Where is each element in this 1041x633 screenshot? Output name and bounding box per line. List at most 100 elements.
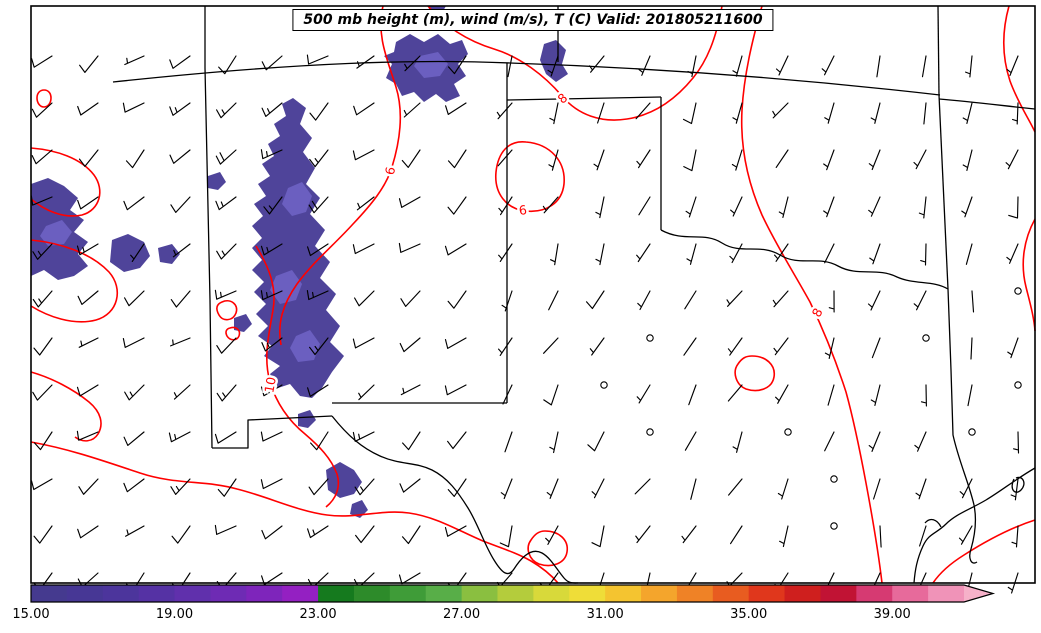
wind-barb: [823, 196, 835, 218]
calm-wind-icon: [1014, 287, 1022, 295]
colorbar-tick-label: 31.00: [587, 607, 624, 622]
colorbar-segment: [389, 585, 427, 602]
wind-barb: [352, 243, 375, 255]
wind-barb: [871, 337, 881, 359]
wind-barb: [309, 337, 329, 356]
wind-barb: [1005, 149, 1019, 170]
wind-barb: [959, 478, 973, 499]
wind-barb: [548, 149, 559, 171]
wind-barb: [913, 290, 927, 311]
wind-barb: [260, 149, 283, 160]
state-border-tx-ar-la-east: [947, 288, 977, 550]
wind-barb: [76, 243, 99, 256]
temperature-contours: [30, 5, 1036, 584]
wind-barb: [970, 337, 973, 360]
map-title-box: 500 mb height (m), wind (m/s), T (C) Val…: [292, 9, 774, 31]
wind-barb: [309, 102, 329, 121]
wind-barb: [261, 525, 283, 540]
wind-barb: [496, 102, 513, 120]
calm-wind-icon: [830, 522, 838, 530]
wind-barb: [216, 243, 237, 260]
wind-barb: [1012, 102, 1019, 125]
wind-barb: [447, 196, 467, 215]
wind-barb: [549, 102, 559, 125]
contour-line: [30, 239, 118, 323]
state-borders: [112, 5, 1036, 584]
wind-barb: [775, 55, 789, 76]
wind-barb: [548, 290, 559, 311]
contour-line: [255, 245, 340, 508]
wind-barb: [824, 102, 835, 124]
wind-barb: [730, 196, 743, 217]
wind-barb: [1010, 478, 1019, 501]
wind-barb: [444, 384, 467, 396]
wind-barb: [690, 478, 697, 500]
wind-barb: [876, 55, 881, 78]
wind-barb: [1014, 381, 1022, 389]
wind-speed-fill-region: [540, 40, 568, 82]
wind-barb: [732, 55, 743, 77]
wind-barb: [730, 525, 743, 545]
wind-barb: [32, 243, 53, 260]
wind-barb: [308, 196, 329, 214]
wind-barb: [216, 102, 237, 119]
wind-barb: [915, 478, 927, 500]
calm-wind-icon: [830, 475, 838, 483]
wind-barb: [215, 149, 237, 165]
wind-barb: [214, 289, 237, 300]
wind-speed-fill-region: [252, 98, 344, 398]
wind-barb: [123, 196, 145, 211]
wind-barb: [502, 384, 513, 405]
wind-barb: [638, 196, 651, 216]
wind-barb: [444, 525, 467, 537]
wind-barb: [727, 384, 743, 402]
wind-barb: [33, 431, 53, 451]
wind-barb: [732, 431, 743, 453]
wind-barb: [261, 102, 283, 117]
wind-barb: [401, 525, 421, 545]
wind-barb: [30, 478, 53, 491]
wind-barb: [1013, 431, 1020, 454]
wind-barb: [172, 243, 191, 258]
colorbar-segment: [174, 585, 212, 602]
wind-barb: [401, 149, 421, 168]
wind-barb: [169, 55, 191, 69]
wind-barb: [447, 431, 467, 450]
colorbar-segment: [641, 585, 678, 602]
wind-barb: [687, 55, 697, 78]
wind-barb: [173, 384, 191, 400]
wind-barb: [168, 431, 191, 443]
wind-barb: [821, 55, 835, 76]
wind-barb: [78, 478, 99, 495]
wind-barb: [123, 431, 145, 446]
wind-barb: [500, 478, 513, 500]
wind-barb: [830, 475, 838, 483]
wind-barb: [260, 431, 283, 442]
wind-barb: [965, 55, 973, 78]
wind-barb: [261, 55, 283, 71]
wind-barb: [306, 290, 329, 301]
wind-barb: [958, 525, 973, 545]
wind-barb: [261, 337, 283, 352]
wind-speed-fill-region: [326, 462, 362, 498]
wind-barb: [961, 196, 973, 218]
contour-line: [225, 326, 241, 341]
wind-speed-fill-region: [350, 500, 368, 518]
wind-barb: [124, 290, 145, 307]
colorbar-segment: [138, 585, 176, 602]
wind-barb: [355, 525, 375, 544]
wind-barb: [784, 428, 792, 436]
contour-line: [30, 441, 559, 584]
wind-barb: [589, 55, 605, 73]
wind-barb: [636, 243, 651, 263]
wind-barb: [31, 55, 53, 68]
wind-barb: [827, 384, 835, 406]
wind-barb: [501, 290, 513, 312]
wind-barb: [824, 337, 835, 359]
wind-barb: [77, 290, 99, 305]
colorbar-outline: [30, 584, 996, 603]
wind-barb: [638, 55, 651, 76]
wind-barb: [445, 102, 467, 115]
wind-barb: [682, 102, 697, 125]
